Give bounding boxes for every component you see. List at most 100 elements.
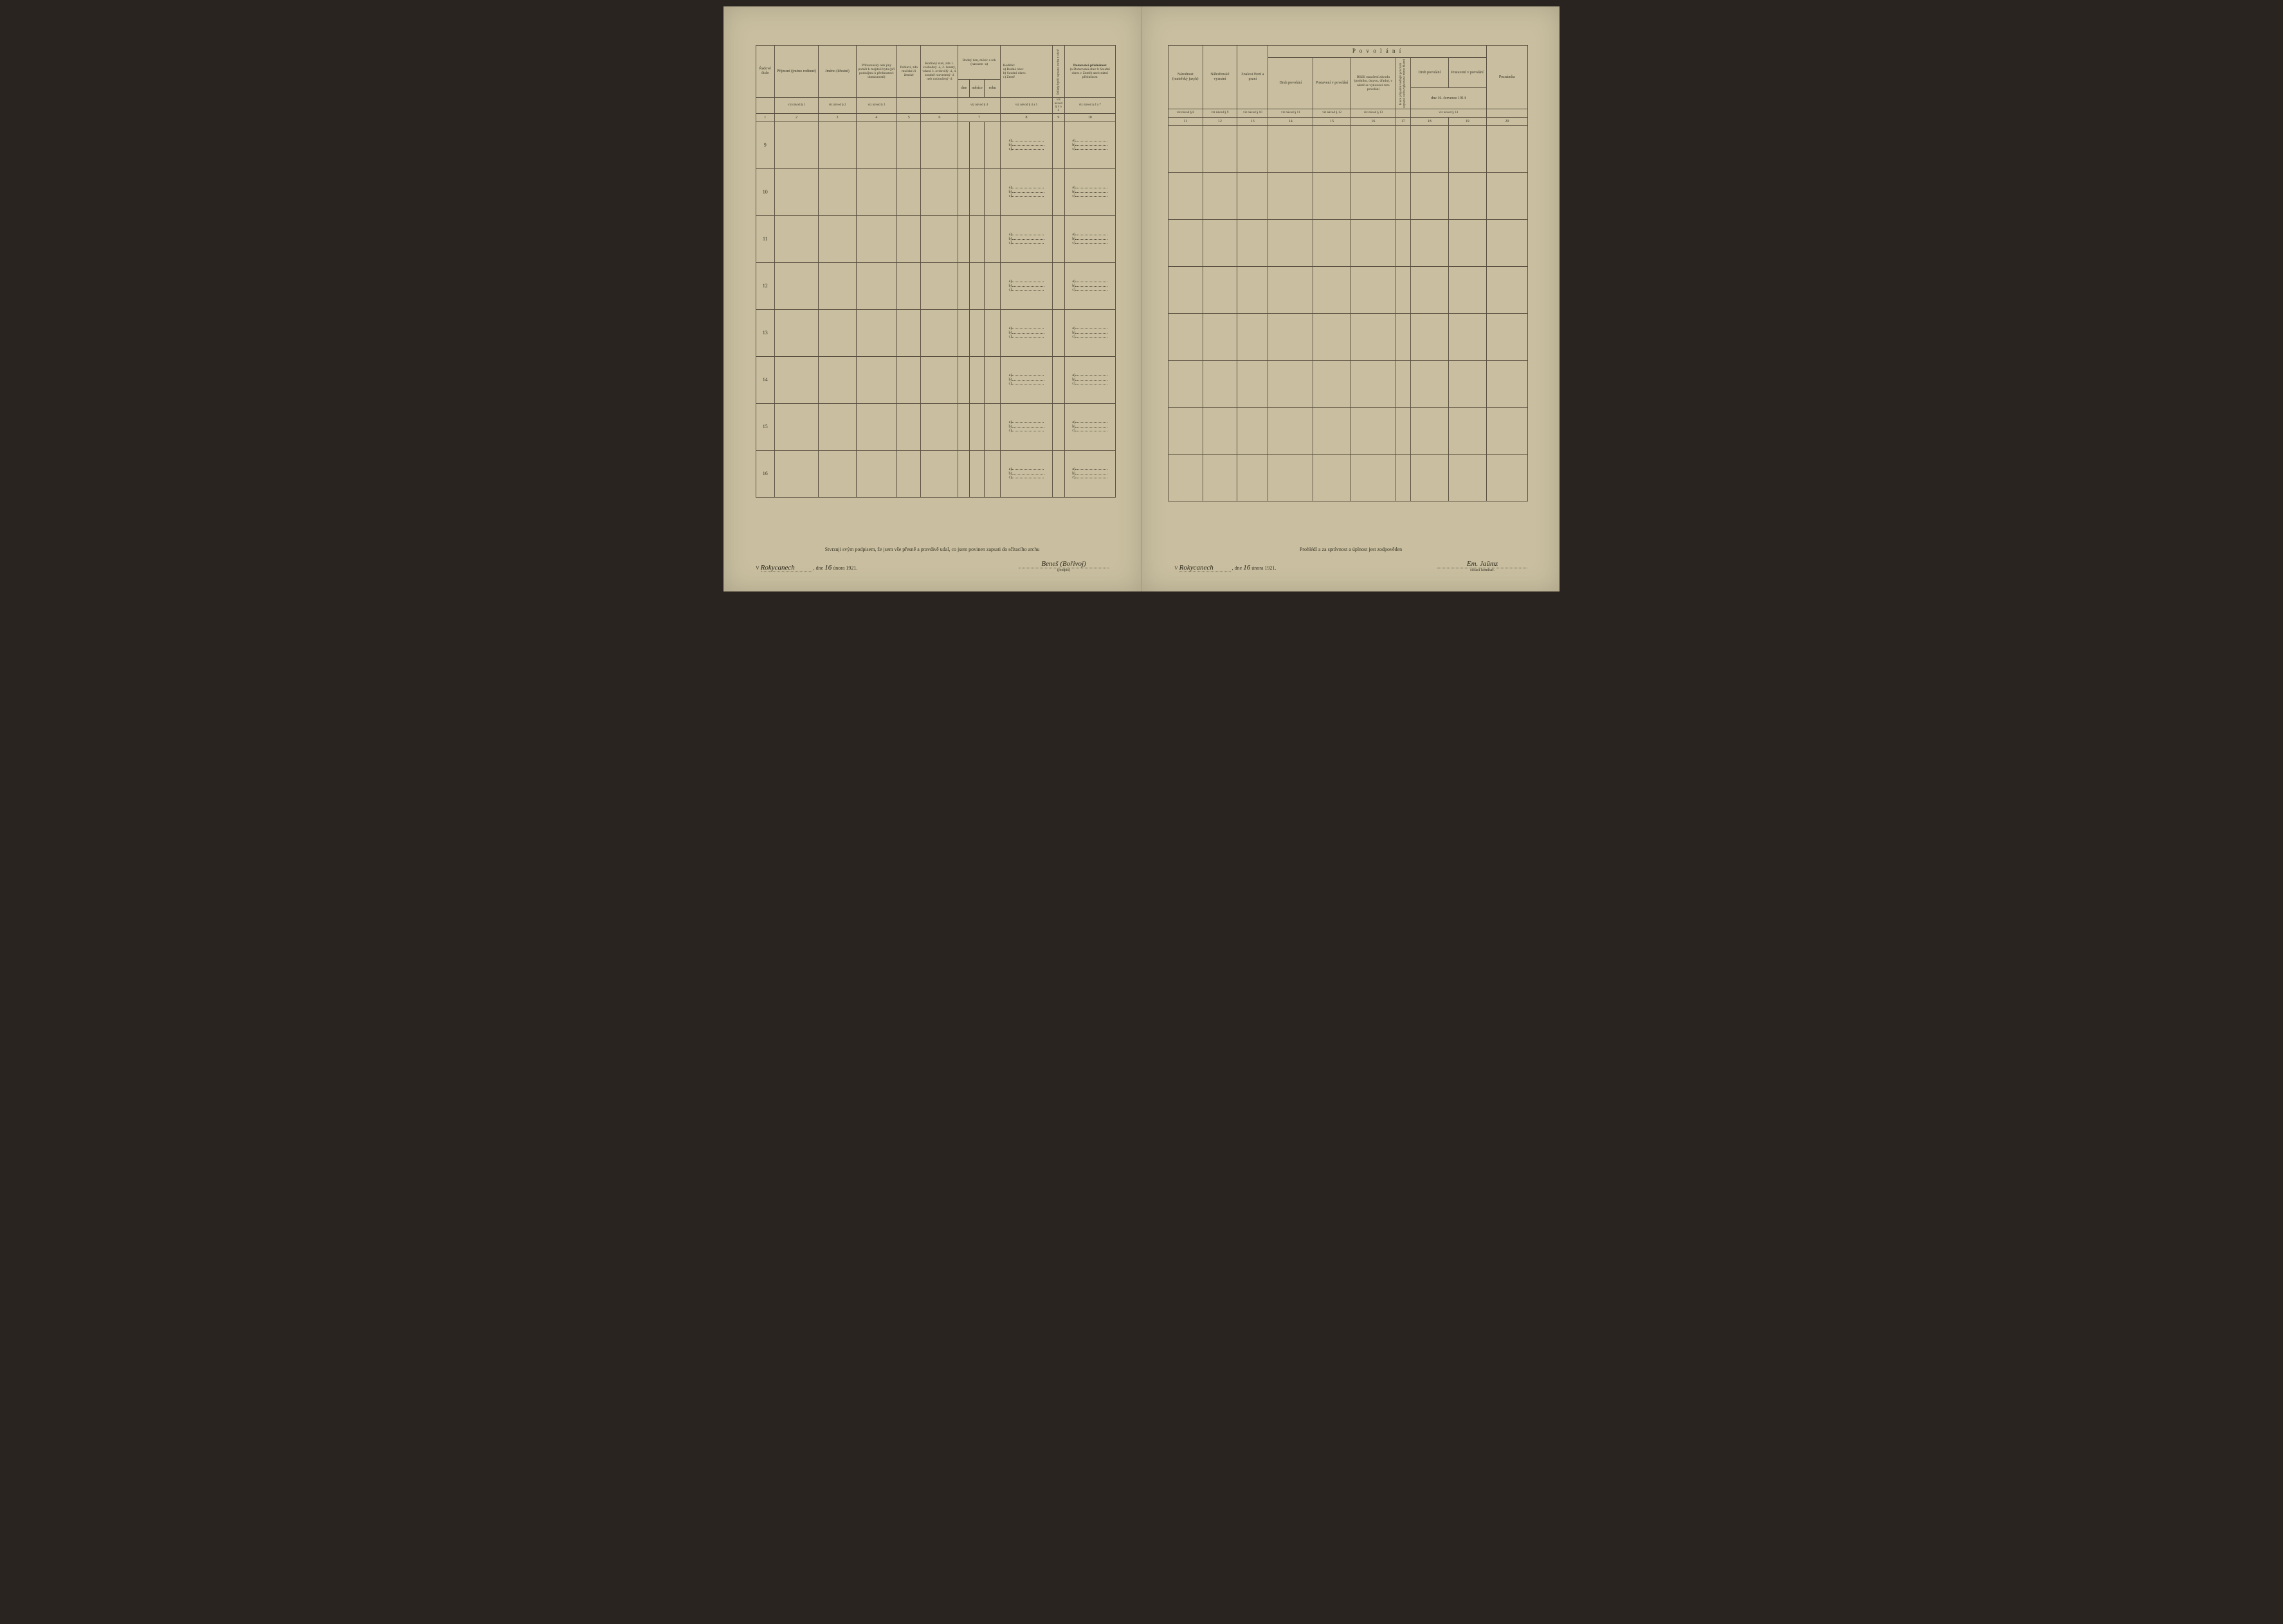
left-page: Řadové číslo Příjmení (jméno rodinné) Jm… [723,6,1142,591]
cell [1203,408,1237,455]
cell [856,451,897,498]
col-vedlejsi: Které případné vedlejší povolání zapsaná… [1396,58,1410,109]
cell [819,404,856,451]
cell [1486,220,1527,267]
cell [1053,404,1064,451]
cell [897,169,921,216]
domovska-cell: a)b)c) [1064,404,1116,451]
rodiste-cell: a)b)c) [1000,122,1053,169]
cell [1410,220,1448,267]
cell [970,122,985,169]
right-page: Národnost (mateřský jazyk) Náboženské vy… [1142,6,1560,591]
cell [1313,314,1351,361]
cell [970,169,985,216]
cell [970,263,985,310]
navod-2: viz návod § 2 [819,98,856,114]
cell [1448,314,1486,361]
cell [1169,361,1203,408]
cell [1313,126,1351,173]
table-row [1169,220,1528,267]
cell [1203,267,1237,314]
cell [1351,126,1396,173]
cell [1396,455,1410,501]
navod-10: viz návod § 10 [1237,109,1268,118]
col-domovska: Domovská příslušnost (a Domovská obec b … [1064,46,1116,98]
col-roku: roku [985,80,1000,98]
col-postaveni2: Postavení v povolání [1448,58,1486,88]
table-row: 14a)b)c)a)b)c) [756,357,1116,404]
dne-label-r: , dne [1232,565,1242,571]
col-prijmeni: Příjmení (jméno rodinné) [774,46,819,98]
right-date-rest: února 1921. [1251,565,1276,571]
cell [1410,361,1448,408]
left-footer: Stvrzuji svým podpisem, že jsem vše přes… [756,546,1109,572]
cell [1268,220,1313,267]
cell [856,310,897,357]
cn-17: 17 [1396,118,1410,126]
left-date-rest: února 1921. [833,565,857,571]
cn-7: 7 [958,114,1000,122]
cell [1169,455,1203,501]
cell [1486,267,1527,314]
navod-4: viz návod § 4 [958,98,1000,114]
rodiste-cell: a)b)c) [1000,169,1053,216]
navod-13: viz návod § 13 [1351,109,1396,118]
col-jmeno: Jméno (křestní) [819,46,856,98]
navod-11: viz návod § 11 [1268,109,1313,118]
cell [1268,314,1313,361]
navod-row: viz návod § 1 viz návod § 2 viz návod § … [756,98,1116,114]
cell [958,404,970,451]
cell [1203,126,1237,173]
table-row: 12a)b)c)a)b)c) [756,263,1116,310]
cell [1169,267,1203,314]
cell [819,216,856,263]
cell [921,404,958,451]
cell [1486,314,1527,361]
cell [970,404,985,451]
cell [1169,408,1203,455]
cell [1410,126,1448,173]
cell [897,357,921,404]
cell [1486,173,1527,220]
col-pohlavi: Pohlaví, zda mužské či ženské [897,46,921,98]
col-nabozenske: Náboženské vyznání [1203,46,1237,109]
cn-9: 9 [1053,114,1064,122]
cell [1410,455,1448,501]
domovska-cell: a)b)c) [1064,310,1116,357]
cell [856,263,897,310]
cell [819,169,856,216]
cell [897,310,921,357]
cell [1203,173,1237,220]
cn-12: 12 [1203,118,1237,126]
cell [1053,310,1064,357]
cn-3: 3 [819,114,856,122]
table-row [1169,361,1528,408]
dne-label: , dne [814,565,824,571]
right-date-day: 16 [1243,564,1250,572]
cell [1313,173,1351,220]
colnum-row-r: 11 12 13 14 15 16 17 18 19 20 [1169,118,1528,126]
cell [1448,173,1486,220]
cell [921,263,958,310]
col-poznamka: Poznámka [1486,46,1527,109]
domovska-cell: a)b)c) [1064,169,1116,216]
cell [1237,314,1268,361]
cell [1351,408,1396,455]
cell [1448,220,1486,267]
cell [1410,267,1448,314]
cell [1313,361,1351,408]
navod-3: viz návod § 3 [856,98,897,114]
right-sig-block: Em. Jaŭmz sčítací komisař. [1437,560,1527,572]
cell [1396,361,1410,408]
table-row: 10a)b)c)a)b)c) [756,169,1116,216]
cell [819,451,856,498]
cell [970,310,985,357]
cell [774,169,819,216]
cell [1169,314,1203,361]
cell [774,122,819,169]
domovska-cell: a)b)c) [1064,357,1116,404]
table-row: 9a)b)c)a)b)c) [756,122,1116,169]
table-row: 15a)b)c)a)b)c) [756,404,1116,451]
cell [1396,220,1410,267]
col-rodiste: Rodiště: a) Rodná obec b) Soudní okres c… [1000,46,1053,98]
